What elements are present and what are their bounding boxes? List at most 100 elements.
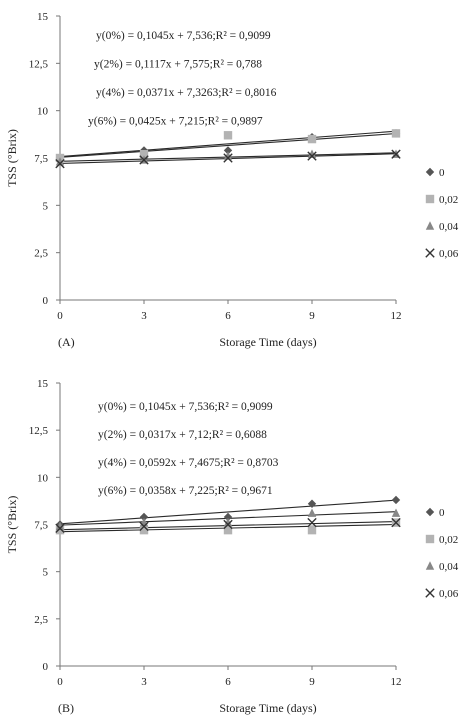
trend-equation: y(6%) = 0,0425x + 7,215;R² = 0,9897	[88, 116, 263, 128]
x-tick-label: 0	[57, 310, 63, 322]
y-tick-label: 2,5	[34, 614, 48, 626]
data-point-triangle	[55, 521, 65, 531]
y-tick-label: 5	[43, 200, 49, 212]
legend-marker-diamond	[425, 167, 435, 177]
data-point-diamond	[223, 146, 233, 155]
x-tick-label: 9	[309, 310, 315, 322]
trendline-square	[59, 130, 397, 158]
x-tick-label: 6	[225, 676, 231, 688]
legend-label: 0,02	[439, 194, 458, 206]
data-point-diamond	[307, 499, 317, 508]
trend-equation: y(6%) = 0,0358x + 7,225;R² = 0,9671	[98, 485, 273, 497]
legend-marker-triangle	[425, 561, 435, 570]
data-point-square	[223, 131, 233, 140]
y-tick-label: 5	[43, 567, 49, 579]
legend: 0 0,02 0,04 0,06	[425, 507, 459, 600]
trend-equation: y(4%) = 0,0371x + 7,3263;R² = 0,8016	[96, 87, 277, 99]
x-marker-stroke	[223, 519, 233, 530]
data-point-triangle	[391, 508, 401, 517]
x-marker-stroke	[425, 588, 435, 598]
y-axis-title: TSS (°Brix)	[5, 496, 19, 554]
legend-label: 0,06	[439, 588, 459, 600]
data-point-x	[307, 151, 317, 161]
trend-equation: y(0%) = 0,1045x + 7,536;R² = 0,9099	[96, 30, 271, 42]
data-point-square	[391, 129, 401, 138]
x-marker-stroke	[307, 151, 317, 161]
legend-marker-x	[425, 588, 435, 598]
y-tick-label: 2,5	[34, 248, 48, 260]
trend-equation: y(2%) = 0,1117x + 7,575;R² = 0,788	[94, 59, 262, 71]
y-tick-label: 7,5	[34, 520, 48, 532]
x-marker-stroke	[391, 149, 401, 159]
x-marker-stroke	[55, 158, 65, 169]
y-tick-label: 15	[37, 11, 49, 23]
x-marker-stroke	[223, 153, 233, 163]
data-point-x	[391, 517, 401, 528]
trendline-diamond	[59, 133, 397, 158]
x-marker-stroke	[55, 523, 65, 533]
x-tick-label: 9	[309, 676, 315, 688]
legend-label: 0,04	[439, 561, 459, 573]
y-tick-label: 10	[37, 472, 49, 484]
panel-label: (B)	[58, 701, 74, 715]
x-marker-stroke	[139, 521, 149, 532]
x-axis-title: Storage Time (days)	[219, 335, 316, 349]
y-tick-label: 7,5	[34, 153, 48, 165]
x-tick-label: 3	[141, 676, 147, 688]
trend-equation: y(0%) = 0,1045x + 7,536;R² = 0,9099	[98, 401, 273, 413]
legend-label: 0,02	[439, 534, 458, 546]
data-point-x	[139, 521, 149, 532]
data-point-x	[223, 519, 233, 530]
trendline-diamond	[59, 499, 397, 525]
data-point-square	[55, 525, 65, 535]
data-point-diamond	[223, 512, 233, 522]
legend-marker-square	[425, 194, 435, 204]
data-point-x	[139, 155, 149, 165]
data-point-triangle	[223, 517, 233, 527]
data-point-diamond	[391, 495, 401, 505]
y-tick-label: 0	[43, 661, 49, 673]
data-point-triangle	[223, 151, 233, 160]
legend-marker-triangle	[425, 221, 435, 230]
data-point-square	[307, 525, 317, 535]
trend-equation: y(2%) = 0,0317x + 7,12;R² = 0,6088	[98, 429, 267, 441]
y-axis-title: TSS (°Brix)	[5, 129, 19, 187]
y-tick-label: 15	[37, 378, 49, 390]
x-marker-stroke	[139, 155, 149, 165]
y-tick-label: 0	[43, 295, 49, 307]
data-point-x	[223, 153, 233, 163]
data-point-x	[55, 158, 65, 169]
data-point-triangle	[55, 157, 65, 166]
legend-label: 0,04	[439, 221, 459, 233]
data-point-x	[307, 517, 317, 528]
y-tick-label: 10	[37, 106, 49, 118]
x-marker-stroke	[425, 248, 435, 258]
x-tick-label: 3	[141, 310, 147, 322]
data-point-square	[139, 525, 149, 535]
data-point-diamond	[139, 512, 149, 522]
legend-label: 0	[439, 167, 445, 179]
trend-equation: y(4%) = 0,0592x + 7,4675;R² = 0,8703	[98, 457, 279, 469]
x-marker-stroke	[307, 517, 317, 528]
x-tick-label: 12	[391, 676, 402, 688]
data-point-square	[139, 150, 149, 159]
legend-label: 0	[439, 507, 445, 519]
data-point-triangle	[307, 149, 317, 158]
chart-panel-a: 0 2,5 5 7,5 10 12,5 15 0 3 6 9 12 Storage Time (days…	[5, 11, 459, 349]
panel-label: (A)	[58, 335, 75, 349]
chart-panel-b: 0 2,5 5 7,5 10 12,5 15 0 3 6 9 12 Storage Time (days…	[5, 378, 459, 715]
y-tick-label: 12,5	[29, 425, 49, 437]
data-point-x	[55, 523, 65, 533]
data-point-triangle	[307, 508, 317, 517]
x-marker-stroke	[391, 517, 401, 528]
legend-label: 0,06	[439, 248, 459, 260]
x-tick-label: 6	[225, 310, 231, 322]
legend-marker-square	[425, 534, 435, 544]
x-axis-title: Storage Time (days)	[219, 701, 316, 715]
data-point-square	[223, 525, 233, 535]
data-point-square	[307, 134, 317, 144]
x-tick-label: 12	[391, 310, 402, 322]
legend-marker-x	[425, 248, 435, 258]
legend-marker-diamond	[425, 507, 435, 517]
